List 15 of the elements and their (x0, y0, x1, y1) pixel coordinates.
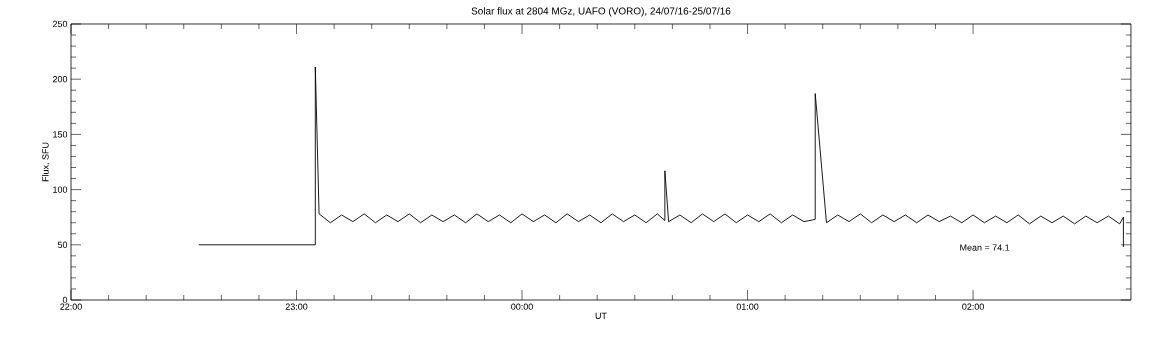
y-axis-title: Flux, SFU (42, 142, 50, 182)
y-tick-label: 200 (52, 76, 68, 83)
y-tick-label: 50 (57, 241, 68, 248)
x-tick-label: 00:00 (511, 303, 533, 310)
x-tick-label: 23:00 (285, 303, 308, 310)
x-axis-title: UT (595, 312, 607, 319)
y-tick-label: 150 (53, 131, 68, 138)
y-tick-label: 250 (52, 20, 68, 28)
y-tick-label: 100 (53, 186, 68, 193)
x-tick-label: 22:00 (60, 303, 82, 310)
x-tick-label: 02:00 (962, 303, 984, 310)
x-tick-label: 01:00 (736, 303, 759, 310)
annotation: Mean = 74.1 (960, 244, 1010, 251)
chart-title: Solar flux at 2804 MGz, UAFO (VORO), 24/07/16-25/07/16 (471, 7, 731, 17)
y-tick-label: 0 (62, 296, 68, 304)
